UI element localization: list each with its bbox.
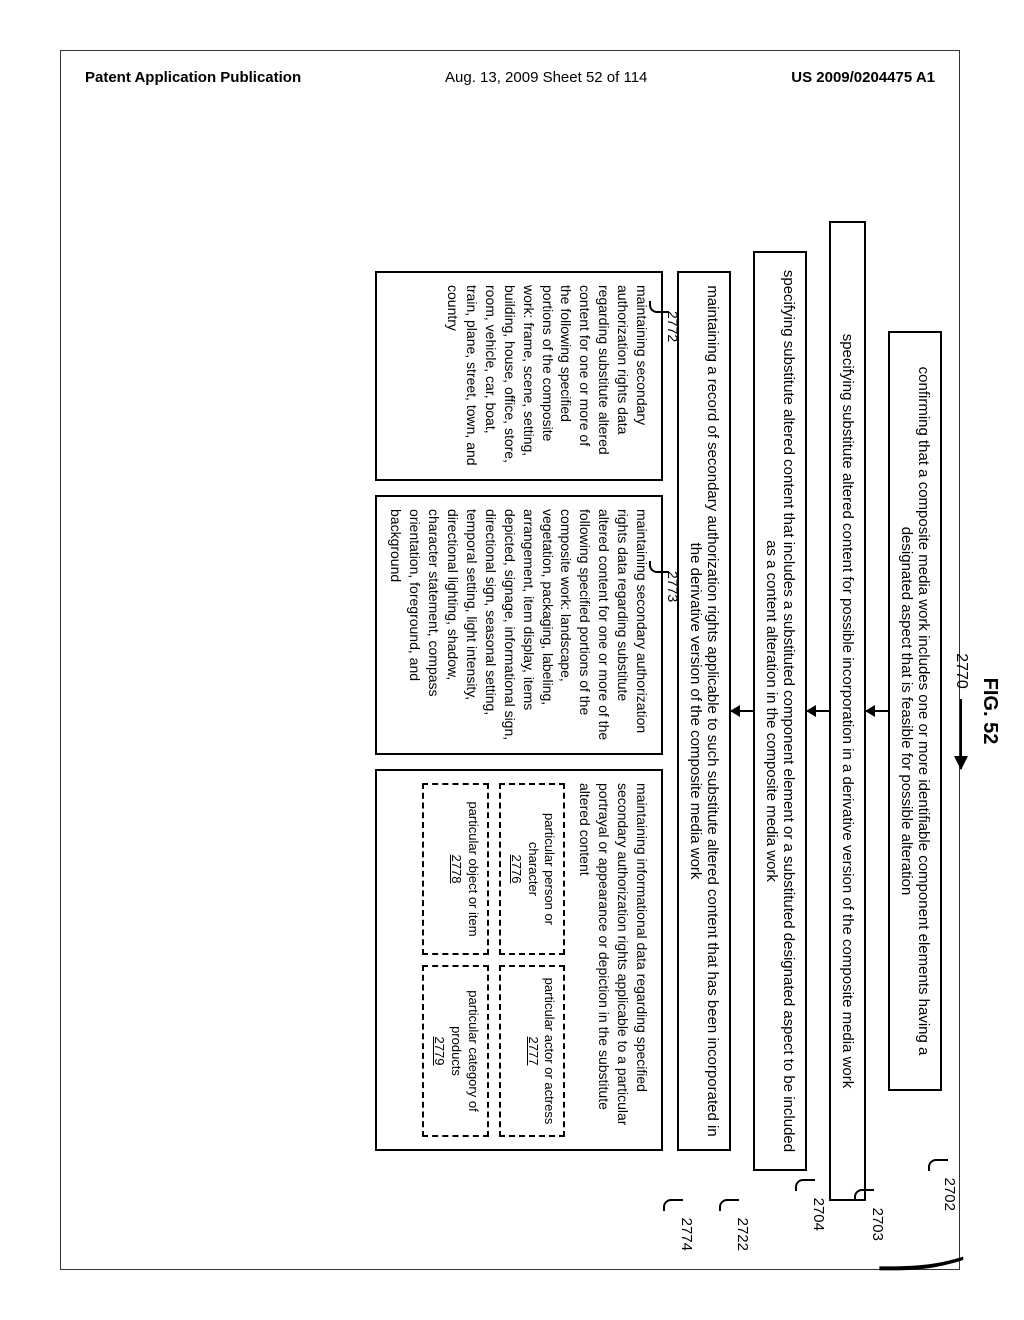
dash-grid: particular person or character 2776 part… bbox=[422, 783, 565, 1137]
page-header: Patent Application Publication Aug. 13, … bbox=[61, 51, 959, 92]
arrow-label: 2770 bbox=[952, 653, 970, 689]
dash-2777-text: particular actor or actress bbox=[542, 978, 557, 1125]
bottom-row: 2772 2773 maintaining secondary authoriz… bbox=[375, 271, 663, 1151]
dash-2778-text: particular object or item bbox=[466, 801, 481, 936]
hook-2772-icon bbox=[649, 301, 669, 313]
header-left: Patent Application Publication bbox=[85, 69, 301, 86]
dash-2776-ref: 2776 bbox=[509, 855, 524, 884]
dash-2779: particular category of products 2779 bbox=[422, 965, 489, 1137]
dash-2779-ref: 2779 bbox=[432, 1037, 447, 1066]
ref-2774: 2774 bbox=[678, 1218, 695, 1251]
hook-2704-icon bbox=[795, 1179, 815, 1191]
dash-2779-text: particular category of products bbox=[449, 990, 481, 1111]
box-2704: specifying substitute altered content th… bbox=[753, 251, 807, 1171]
box-2772: maintaining secondary authorization righ… bbox=[375, 271, 663, 481]
dash-2777: particular actor or actress 2777 bbox=[499, 965, 566, 1137]
hook-2703-icon bbox=[854, 1189, 874, 1201]
dash-2777-ref: 2777 bbox=[526, 1037, 541, 1066]
box-2774-head: maintaining informational data regarding… bbox=[575, 783, 651, 1137]
box-2773: maintaining secondary authorization righ… bbox=[375, 495, 663, 755]
arrow-shaft-icon bbox=[960, 699, 962, 769]
down-arrow-icon bbox=[731, 710, 753, 712]
header-right: US 2009/0204475 A1 bbox=[791, 69, 935, 86]
box-2722: maintaining a record of secondary author… bbox=[677, 271, 731, 1151]
hook-2702-icon bbox=[928, 1159, 948, 1171]
dash-2776-text: particular person or character bbox=[526, 813, 558, 925]
page-frame: Patent Application Publication Aug. 13, … bbox=[60, 50, 960, 1270]
down-arrow-icon bbox=[866, 710, 888, 712]
ref-2703: 2703 bbox=[869, 1208, 886, 1241]
dash-2778: particular object or item 2778 bbox=[422, 783, 489, 955]
hook-2774-icon bbox=[663, 1199, 683, 1211]
box-2703: specifying substitute altered content fo… bbox=[829, 221, 866, 1201]
ref-2772: 2772 bbox=[665, 311, 681, 342]
down-arrow-icon bbox=[807, 710, 829, 712]
hook-2773-icon bbox=[649, 561, 669, 573]
header-mid: Aug. 13, 2009 Sheet 52 of 114 bbox=[445, 69, 647, 86]
box-2702: confirming that a composite media work i… bbox=[888, 331, 942, 1091]
arrow-2770: 2770 bbox=[952, 171, 970, 1251]
hook-2722-icon bbox=[719, 1199, 739, 1211]
diagram-rotated: FIG. 52 2770 confirming that a composite… bbox=[141, 171, 1001, 1251]
dash-2776: particular person or character 2776 bbox=[499, 783, 566, 955]
box-2774: maintaining informational data regarding… bbox=[375, 769, 663, 1151]
ref-2702: 2702 bbox=[941, 1178, 958, 1211]
ref-2773: 2773 bbox=[665, 571, 681, 602]
dash-2778-ref: 2778 bbox=[449, 855, 464, 884]
brace-icon: ⎞ bbox=[879, 1253, 962, 1274]
ref-2704: 2704 bbox=[810, 1198, 827, 1231]
ref-2722: 2722 bbox=[734, 1218, 751, 1251]
figure-title: FIG. 52 bbox=[978, 171, 1001, 1251]
